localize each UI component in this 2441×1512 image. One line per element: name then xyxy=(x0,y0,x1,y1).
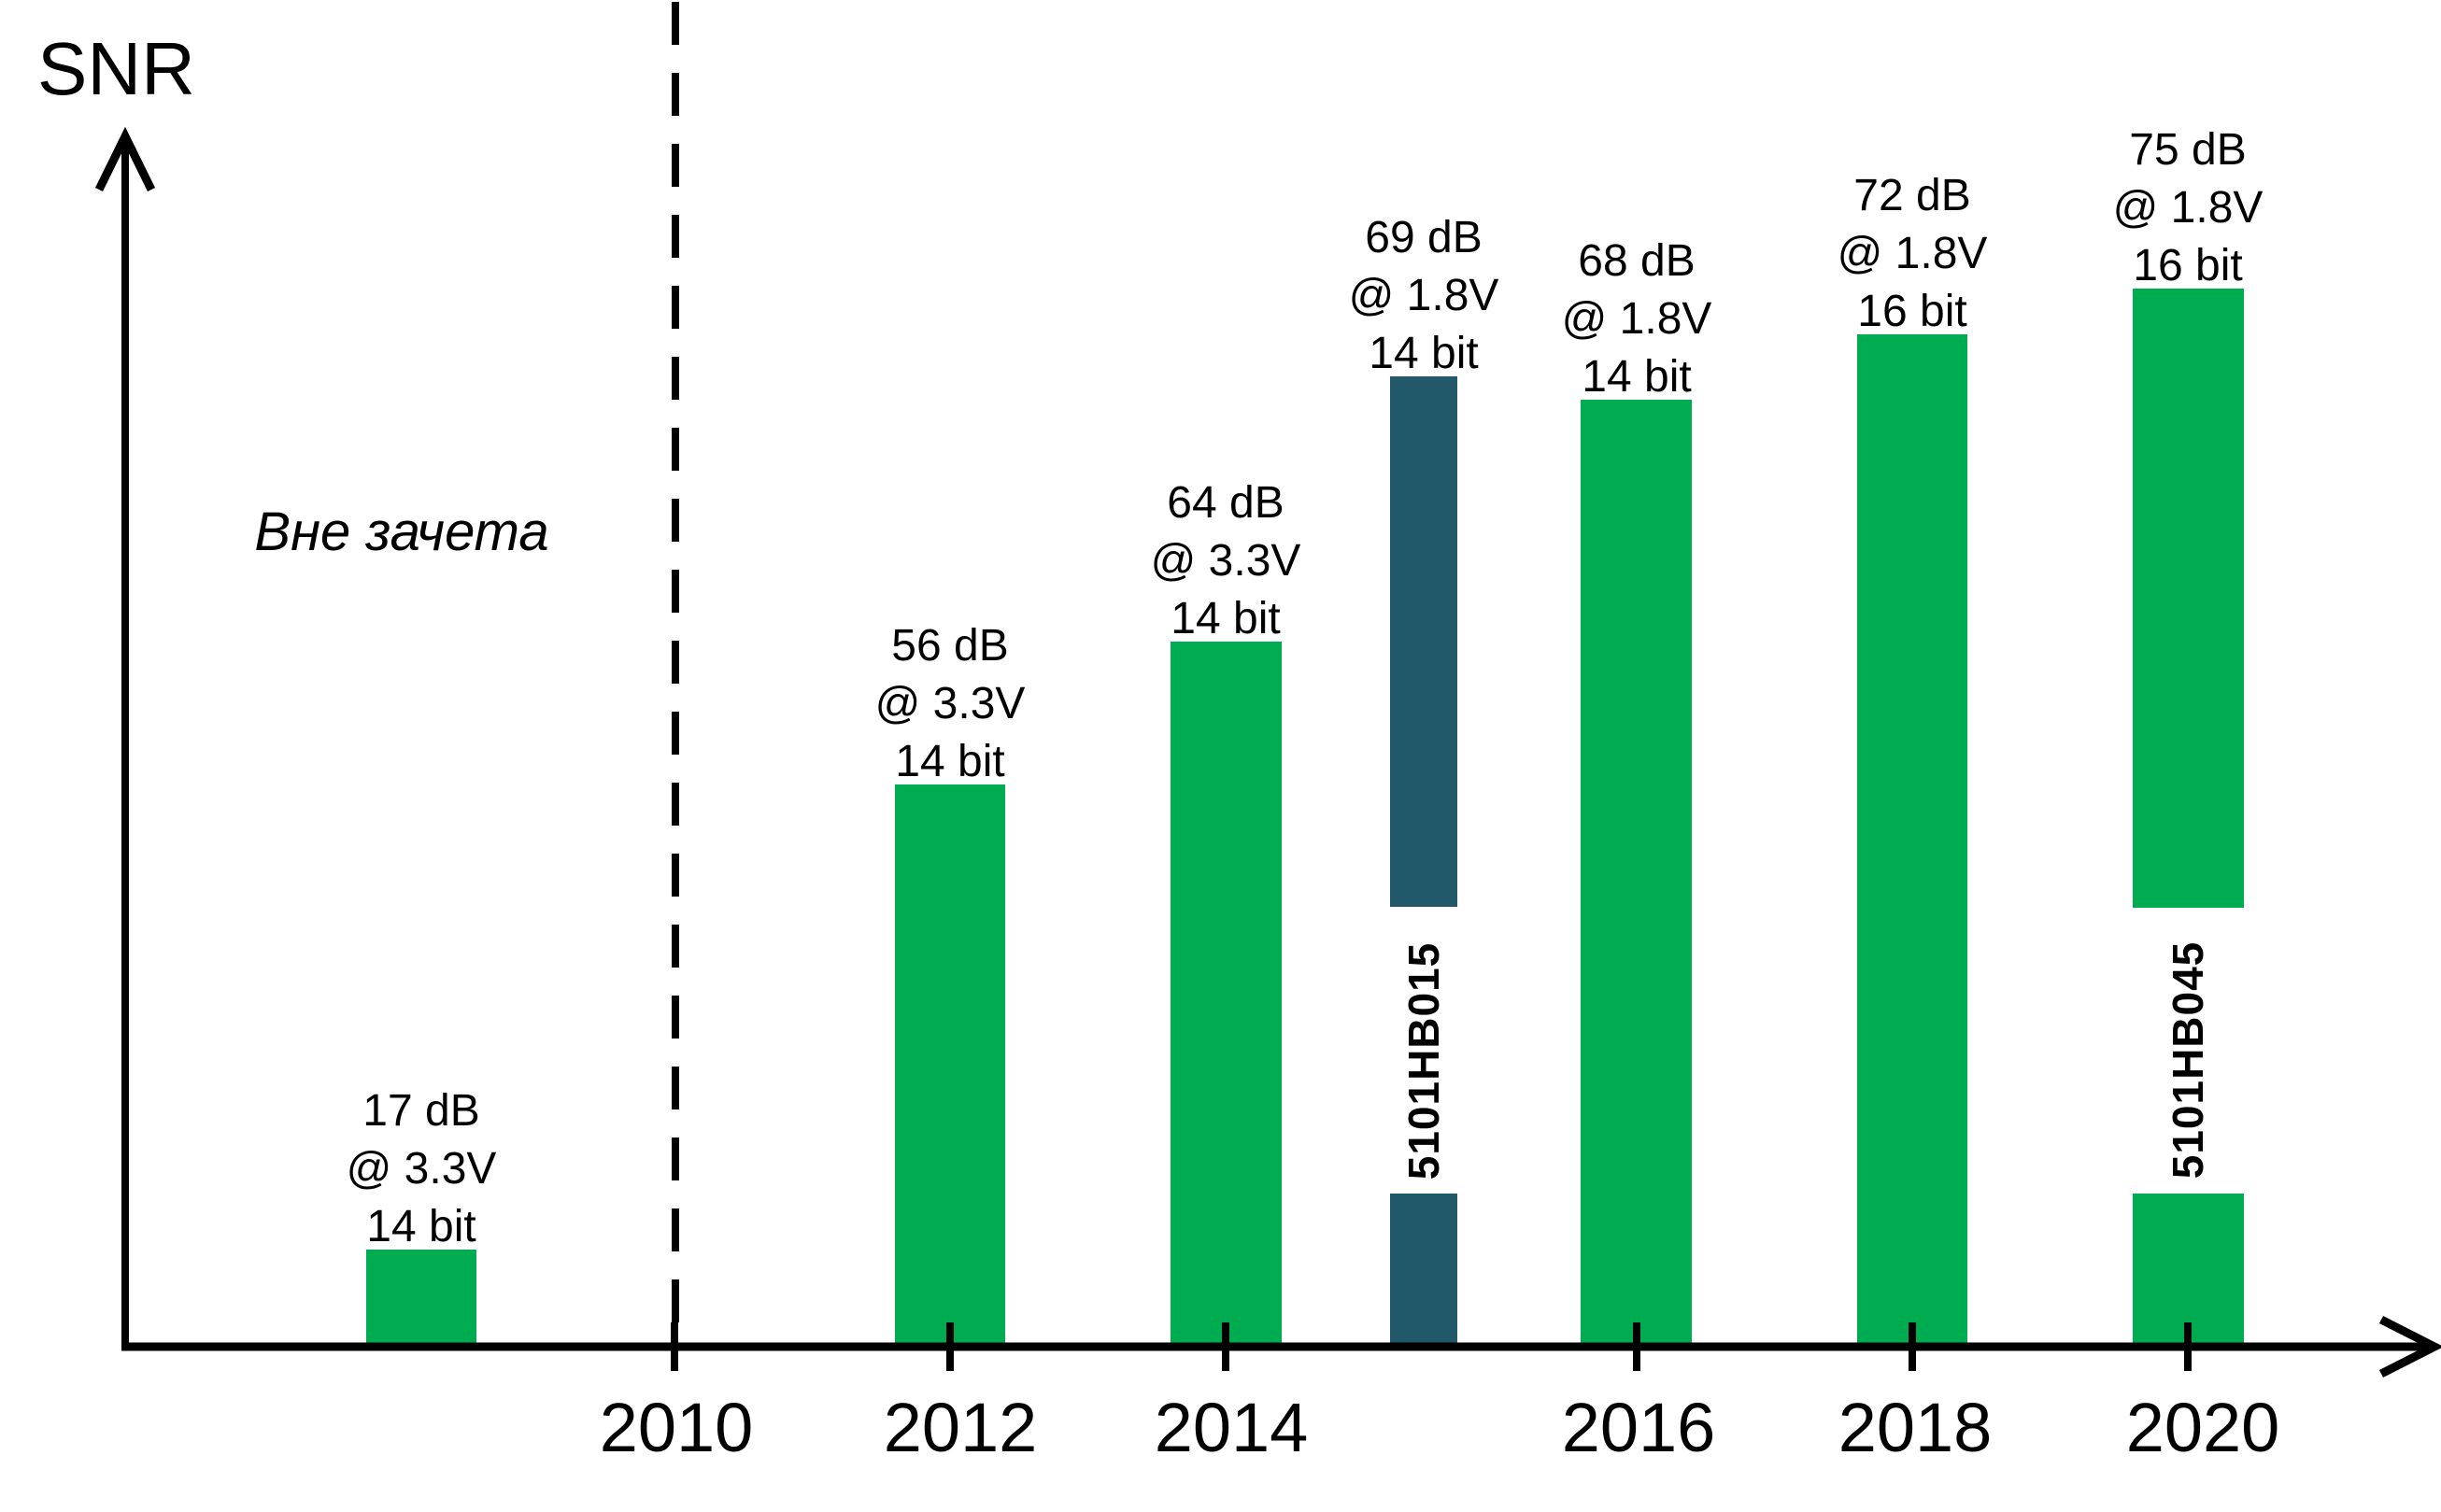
bar-label-line: 14 bit xyxy=(1171,594,1281,643)
bar-value-label-2016: 68 dB @ 1.8V 14 bit xyxy=(1497,233,1777,406)
bar-label-line: @ 1.8V xyxy=(2112,183,2264,233)
bar-2016 xyxy=(1581,400,1692,1347)
y-axis-arrowhead-icon xyxy=(94,126,156,191)
bar-label-line: 17 dB xyxy=(362,1086,480,1136)
bar-label-line: 72 dB xyxy=(1853,171,1971,220)
bar-2012 xyxy=(895,784,1005,1347)
bar-label-line: 16 bit xyxy=(1857,287,1967,336)
bar-2015-upper-segment xyxy=(1390,376,1457,907)
bar-value-label-2012: 56 dB @ 3.3V 14 bit xyxy=(810,617,1090,791)
bar-before-2010 xyxy=(366,1250,476,1347)
bar-label-line: @ 1.8V xyxy=(1348,271,1499,320)
x-tick-label-2010: 2010 xyxy=(599,1389,754,1466)
x-tick-label-2012: 2012 xyxy=(883,1389,1038,1466)
bar-value-label-before-2010: 17 dB @ 3.3V 14 bit xyxy=(281,1082,561,1256)
bar-2018 xyxy=(1857,334,1967,1347)
bar-label-line: 14 bit xyxy=(1369,329,1479,378)
bar-value-label-2015: 69 dB @ 1.8V 14 bit xyxy=(1284,209,1564,383)
bar-label-line: @ 3.3V xyxy=(874,679,1026,728)
bar-2020-lower-segment xyxy=(2133,1194,2244,1347)
bar-label-line: @ 3.3V xyxy=(346,1144,497,1194)
bar-label-line: 16 bit xyxy=(2133,241,2243,290)
bar-label-line: 14 bit xyxy=(366,1202,476,1251)
x-tick-label-2018: 2018 xyxy=(1838,1389,1993,1466)
out-of-scoring-note: Вне зачета xyxy=(254,502,549,562)
part-number-5101HB045: 5101HB045 xyxy=(2164,940,2212,1180)
bar-2014 xyxy=(1171,642,1282,1347)
bar-value-label-2014: 64 dB @ 3.3V 14 bit xyxy=(1086,474,1366,648)
x-tick-label-2014: 2014 xyxy=(1154,1389,1309,1466)
x-tick-label-2016: 2016 xyxy=(1561,1389,1716,1466)
bar-2015-lower-segment xyxy=(1390,1194,1457,1347)
x-axis-arrowhead-icon xyxy=(2378,1315,2441,1378)
bar-value-label-2018: 72 dB @ 1.8V 16 bit xyxy=(1772,167,2052,341)
bar-label-line: 14 bit xyxy=(895,737,1005,786)
y-axis-title: SNR xyxy=(37,27,195,110)
bar-label-line: @ 1.8V xyxy=(1837,229,1988,278)
bar-label-line: 68 dB xyxy=(1578,236,1696,286)
bar-label-line: 75 dB xyxy=(2129,125,2247,175)
x-tick-label-2020: 2020 xyxy=(2125,1389,2280,1466)
bar-label-line: 69 dB xyxy=(1365,213,1483,262)
bar-label-line: 14 bit xyxy=(1582,352,1692,402)
bar-label-line: 56 dB xyxy=(891,621,1009,671)
bar-label-line: @ 3.3V xyxy=(1150,536,1301,586)
bar-label-line: @ 1.8V xyxy=(1561,294,1712,344)
bar-label-line: 64 dB xyxy=(1167,478,1284,528)
bar-value-label-2020: 75 dB @ 1.8V 16 bit xyxy=(2048,121,2328,295)
part-number-5101HB015: 5101HB015 xyxy=(1399,941,1448,1180)
bar-2020-upper-segment xyxy=(2133,289,2244,908)
